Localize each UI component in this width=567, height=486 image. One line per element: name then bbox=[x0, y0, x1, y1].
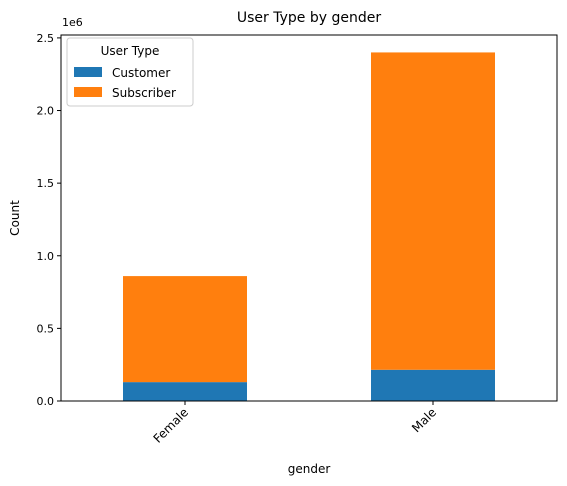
legend-label-subscriber: Subscriber bbox=[112, 86, 176, 100]
y-offset-label: 1e6 bbox=[62, 16, 83, 29]
y-tick-label: 1.0 bbox=[37, 250, 55, 263]
legend-label-customer: Customer bbox=[112, 66, 170, 80]
y-tick-label: 0.5 bbox=[37, 322, 55, 335]
x-tick-label-female: Female bbox=[151, 405, 192, 446]
y-tick-label: 2.0 bbox=[37, 105, 55, 118]
y-tick-label: 2.5 bbox=[37, 32, 55, 45]
bars-layer bbox=[123, 52, 495, 401]
plot-frame bbox=[60, 34, 558, 402]
x-tick-label-male: Male bbox=[409, 405, 439, 435]
bar-subscriber-male bbox=[371, 52, 495, 370]
x-axis: Female Male bbox=[151, 401, 439, 446]
legend-swatch-customer bbox=[74, 67, 102, 77]
y-tick-label: 1.5 bbox=[37, 177, 55, 190]
legend-swatch-subscriber bbox=[74, 87, 102, 97]
y-tick-label: 0.0 bbox=[37, 395, 55, 408]
y-axis: 0.0 0.5 1.0 1.5 2.0 2.5 bbox=[37, 32, 61, 408]
y-axis-label: Count bbox=[8, 200, 22, 236]
bar-customer-female bbox=[123, 382, 247, 401]
legend-title: User Type bbox=[101, 44, 160, 58]
bar-subscriber-female bbox=[123, 276, 247, 383]
x-axis-label: gender bbox=[288, 462, 331, 476]
bar-customer-male bbox=[371, 369, 495, 401]
chart-title: User Type by gender bbox=[237, 10, 381, 26]
legend: User Type Customer Subscriber bbox=[66, 37, 194, 107]
